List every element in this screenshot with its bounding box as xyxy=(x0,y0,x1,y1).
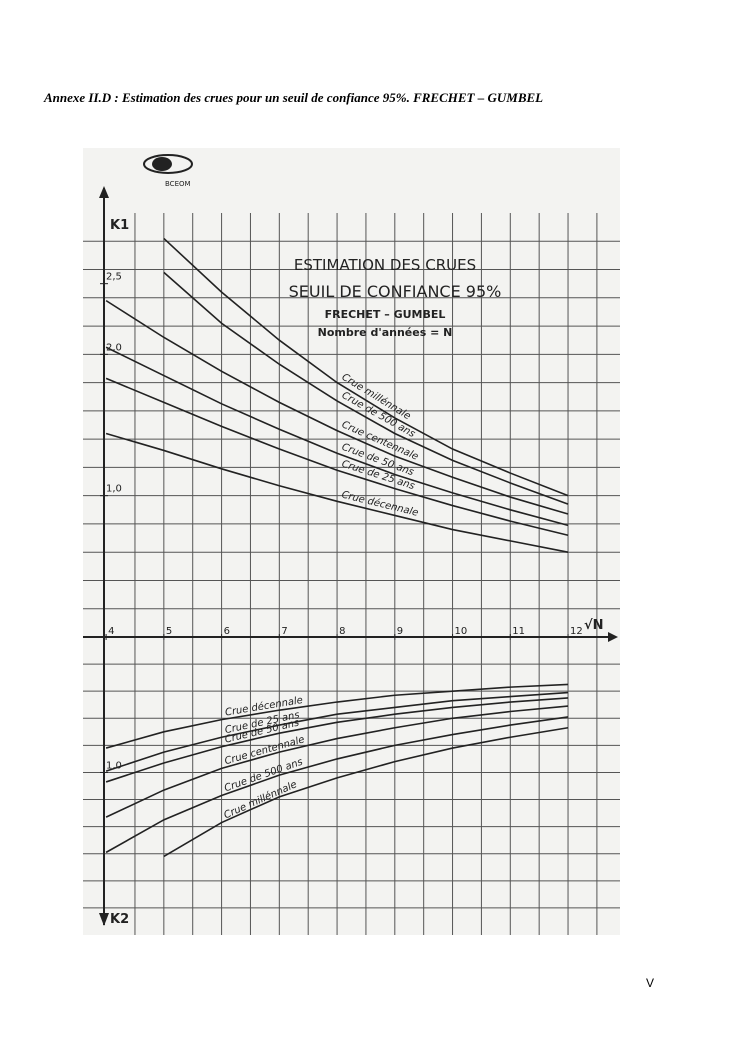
curve xyxy=(163,237,569,497)
x-tick-label: 6 xyxy=(224,626,230,637)
y-tick-label: 2,5 xyxy=(106,272,122,283)
y-tick-label: 1,0 xyxy=(106,760,122,771)
y-axis-label: K1 xyxy=(110,218,129,233)
x-tick-label: 12 xyxy=(570,626,583,637)
x-tick-label: 4 xyxy=(108,626,114,637)
x-tick-label: 10 xyxy=(455,626,468,637)
page-number: V xyxy=(646,976,655,990)
chart-subtitle: SEUIL DE CONFIANCE 95% xyxy=(289,282,502,301)
curve xyxy=(105,346,569,527)
page-title: Annexe II.D : Estimation des crues pour … xyxy=(44,90,544,105)
annotation: FRECHET – GUMBEL xyxy=(325,308,446,321)
x-tick-label: 11 xyxy=(512,626,525,637)
curve xyxy=(105,716,569,854)
logo-mark xyxy=(143,154,193,174)
x-tick-label: 7 xyxy=(281,626,287,637)
axis-arrow xyxy=(608,632,618,642)
curve xyxy=(105,683,569,749)
logo-mark xyxy=(152,157,172,171)
curve xyxy=(105,705,569,818)
curve xyxy=(105,299,569,515)
curve xyxy=(163,726,569,858)
annotation: Nombre d'années = N xyxy=(318,326,453,339)
y-tick-label: 2,0 xyxy=(106,342,122,353)
curve xyxy=(163,271,569,505)
curve xyxy=(105,432,569,553)
axis-arrow xyxy=(99,186,109,198)
y-axis-label: K2 xyxy=(110,912,129,927)
curve xyxy=(105,697,569,783)
axis-arrow xyxy=(99,913,109,926)
y-tick-label: 1,0 xyxy=(106,484,122,495)
x-tick-label: 8 xyxy=(339,626,345,637)
logo-text: BCEOM xyxy=(165,180,191,188)
x-tick-label: 5 xyxy=(166,626,172,637)
curve xyxy=(105,377,569,537)
chart-title: ESTIMATION DES CRUES xyxy=(294,256,476,274)
curve xyxy=(105,691,569,772)
x-tick-label: 9 xyxy=(397,626,403,637)
x-axis-label: √N xyxy=(584,618,604,633)
